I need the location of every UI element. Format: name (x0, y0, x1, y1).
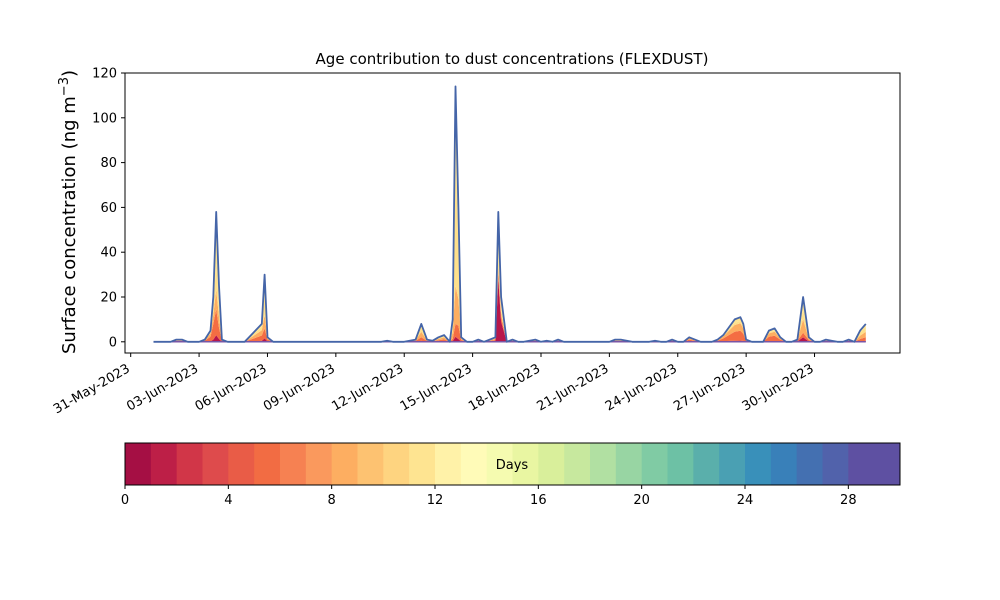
colorbar-segment (667, 443, 694, 485)
x-tick-label: 06-Jun-2023 (193, 361, 270, 414)
plot-frame (124, 72, 901, 354)
colorbar-tick-label: 28 (840, 493, 857, 508)
colorbar-tick-label: 12 (427, 493, 444, 508)
colorbar-segment (641, 443, 668, 485)
colorbar-segment (357, 443, 384, 485)
x-tick-label: 21-Jun-2023 (535, 361, 612, 414)
y-tick-label: 40 (100, 246, 117, 261)
colorbar-segment (486, 443, 513, 485)
colorbar-segment (564, 443, 591, 485)
y-tick-label: 80 (100, 156, 117, 171)
colorbar-segment (280, 443, 307, 485)
y-axis-label-text: Surface concentration (ng m (59, 96, 80, 354)
colorbar-tick-label: 0 (121, 493, 129, 508)
colorbar-frame (124, 442, 901, 486)
colorbar-segment (719, 443, 746, 485)
colorbar-segment (254, 443, 281, 485)
x-tick-label: 27-Jun-2023 (671, 361, 748, 414)
colorbar-tick-label: 16 (530, 493, 547, 508)
colorbar-segment (460, 443, 488, 485)
y-tick-label: 100 (92, 111, 117, 126)
colorbar-segment (435, 443, 462, 485)
colorbar-segment (848, 443, 875, 485)
chart-title: Age contribution to dust concentrations … (316, 50, 709, 68)
y-tick-label: 120 (92, 67, 117, 82)
colorbar-tick-label: 8 (328, 493, 336, 508)
y-axis-label: Surface concentration (ng m−3) (57, 70, 80, 354)
colorbar: 0 4 8 12 16 20 24 28 (121, 442, 901, 508)
y-tick-label: 20 (100, 291, 117, 306)
colorbar-segment (745, 443, 772, 485)
y-axis-label-superscript: −3 (57, 77, 72, 96)
colorbar-segment (770, 443, 798, 485)
colorbar-segment (822, 443, 849, 485)
x-tick-label: 15-Jun-2023 (398, 361, 475, 414)
colorbar-tick-label: 4 (224, 493, 232, 508)
x-tick-label: 24-Jun-2023 (603, 361, 680, 414)
stack-area-yellow (153, 157, 866, 342)
y-tick-label: 0 (109, 335, 117, 350)
x-tick-label: 03-Jun-2023 (124, 361, 201, 414)
plot-area (153, 85, 867, 343)
stack-area-remainder (153, 86, 866, 342)
x-tick-label: 12-Jun-2023 (329, 361, 406, 414)
colorbar-segment (125, 443, 152, 485)
x-tick-label: 09-Jun-2023 (261, 361, 338, 414)
y-axis: 0 20 40 60 80 100 120 (92, 67, 125, 350)
colorbar-label: Days (496, 458, 529, 473)
colorbar-segment (796, 443, 823, 485)
y-axis-label-close: ) (59, 70, 80, 77)
colorbar-segment (331, 443, 358, 485)
colorbar-segment (409, 443, 436, 485)
x-tick-label: 30-Jun-2023 (740, 361, 817, 414)
total-line (153, 85, 867, 343)
colorbar-segment (538, 443, 565, 485)
y-tick-label: 60 (100, 201, 117, 216)
colorbar-segment (383, 443, 410, 485)
x-axis: 31-May-202303-Jun-202306-Jun-202309-Jun-… (51, 353, 817, 417)
colorbar-segment (202, 443, 229, 485)
x-tick-label: 18-Jun-2023 (466, 361, 543, 414)
colorbar-segment (874, 443, 901, 485)
colorbar-segment (228, 443, 255, 485)
colorbar-segment (305, 443, 333, 485)
colorbar-tick-label: 24 (737, 493, 754, 508)
colorbar-segment (615, 443, 643, 485)
colorbar-tick-label: 20 (633, 493, 650, 508)
colorbar-segment (512, 443, 539, 485)
x-tick-label: 31-May-2023 (51, 361, 133, 417)
colorbar-segment (590, 443, 617, 485)
colorbar-segment (150, 443, 178, 485)
colorbar-segment (693, 443, 720, 485)
colorbar-segment (176, 443, 203, 485)
